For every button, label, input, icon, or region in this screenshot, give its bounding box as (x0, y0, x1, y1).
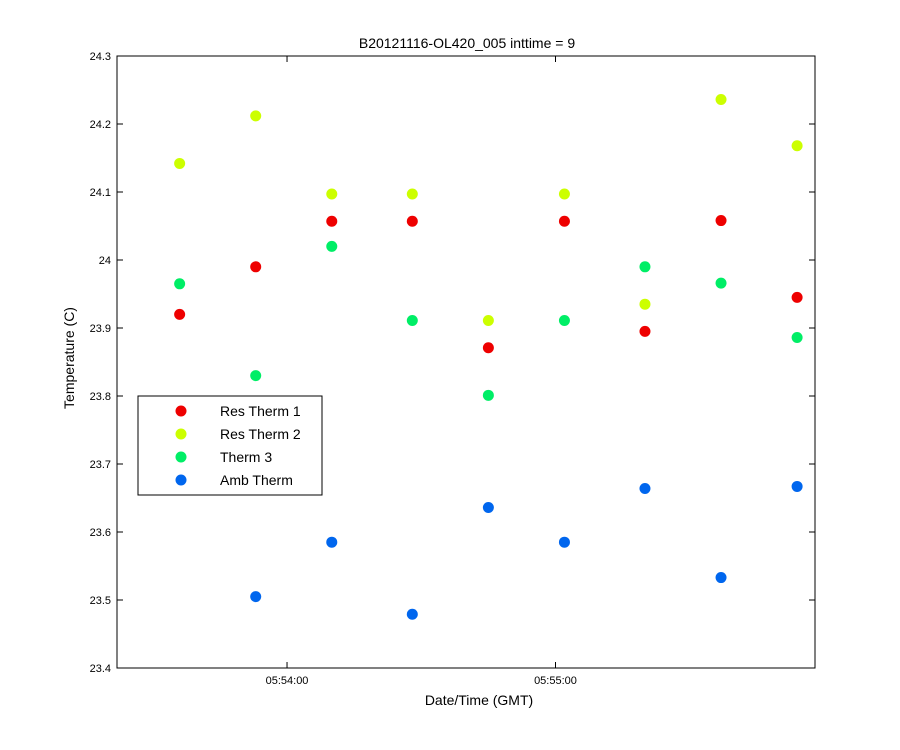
point-therm-3 (558, 315, 570, 327)
chart-title: B20121116-OL420_005 inttime = 9 (359, 35, 575, 51)
point-res-therm-1 (174, 308, 186, 320)
point-res-therm-1 (639, 325, 651, 337)
legend-label-res-therm-1: Res Therm 1 (220, 403, 301, 419)
data-points (174, 94, 803, 620)
point-res-therm-2 (174, 157, 186, 169)
point-res-therm-2 (250, 110, 262, 122)
point-amb-therm (558, 536, 570, 548)
point-res-therm-2 (715, 94, 727, 106)
point-therm-3 (174, 278, 186, 290)
point-res-therm-2 (791, 140, 803, 152)
y-axis-label: Temperature (C) (61, 307, 77, 409)
legend-marker-amb-therm (175, 474, 187, 486)
point-res-therm-2 (558, 188, 570, 200)
point-res-therm-1 (250, 261, 262, 273)
point-amb-therm (482, 502, 494, 514)
point-res-therm-2 (326, 188, 338, 200)
point-res-therm-1 (326, 215, 338, 227)
point-amb-therm (639, 482, 651, 494)
y-tick-label: 23.8 (90, 391, 111, 403)
point-therm-3 (639, 261, 651, 273)
point-therm-3 (406, 315, 418, 327)
y-tick-label: 23.4 (90, 663, 111, 675)
y-tick-label: 23.7 (90, 459, 111, 471)
legend-marker-res-therm-2 (175, 428, 187, 440)
y-axis-ticks: 23.4 23.5 23.6 23.7 23.8 23.9 24 24.1 24.2 24.3 (90, 51, 815, 675)
x-axis-ticks: 05:54:00 05:55:00 (266, 56, 577, 687)
legend: Res Therm 1 Res Therm 2 Therm 3 Amb Therm (137, 395, 323, 496)
point-res-therm-2 (639, 298, 651, 310)
legend-marker-res-therm-1 (175, 405, 187, 417)
legend-marker-therm-3 (175, 451, 187, 463)
point-amb-therm (326, 536, 338, 548)
legend-box (137, 395, 323, 496)
y-tick-label: 24.2 (90, 119, 111, 131)
y-tick-label: 23.6 (90, 527, 111, 539)
point-res-therm-2 (482, 315, 494, 327)
y-tick-label: 23.5 (90, 595, 111, 607)
point-therm-3 (715, 277, 727, 289)
point-amb-therm (715, 572, 727, 584)
point-res-therm-1 (482, 342, 494, 354)
point-amb-therm (406, 608, 418, 620)
x-axis-label: Date/Time (GMT) (425, 692, 533, 708)
point-amb-therm (250, 591, 262, 603)
y-tick-label: 23.9 (90, 323, 111, 335)
point-therm-3 (326, 240, 338, 252)
point-therm-3 (482, 389, 494, 401)
x-tick-label: 05:55:00 (534, 675, 577, 687)
point-res-therm-1 (715, 215, 727, 227)
point-therm-3 (791, 332, 803, 344)
point-amb-therm (791, 480, 803, 492)
point-res-therm-2 (406, 188, 418, 200)
y-tick-label: 24.3 (90, 51, 111, 63)
plot-area-frame (116, 55, 816, 669)
legend-label-amb-therm: Amb Therm (220, 472, 293, 488)
legend-label-therm-3: Therm 3 (220, 449, 272, 465)
y-tick-label: 24.1 (90, 187, 111, 199)
y-tick-label: 24 (99, 255, 111, 267)
point-therm-3 (250, 370, 262, 382)
x-tick-label: 05:54:00 (266, 675, 309, 687)
point-res-therm-1 (406, 215, 418, 227)
point-res-therm-1 (558, 215, 570, 227)
point-res-therm-1 (791, 291, 803, 303)
legend-label-res-therm-2: Res Therm 2 (220, 426, 301, 442)
